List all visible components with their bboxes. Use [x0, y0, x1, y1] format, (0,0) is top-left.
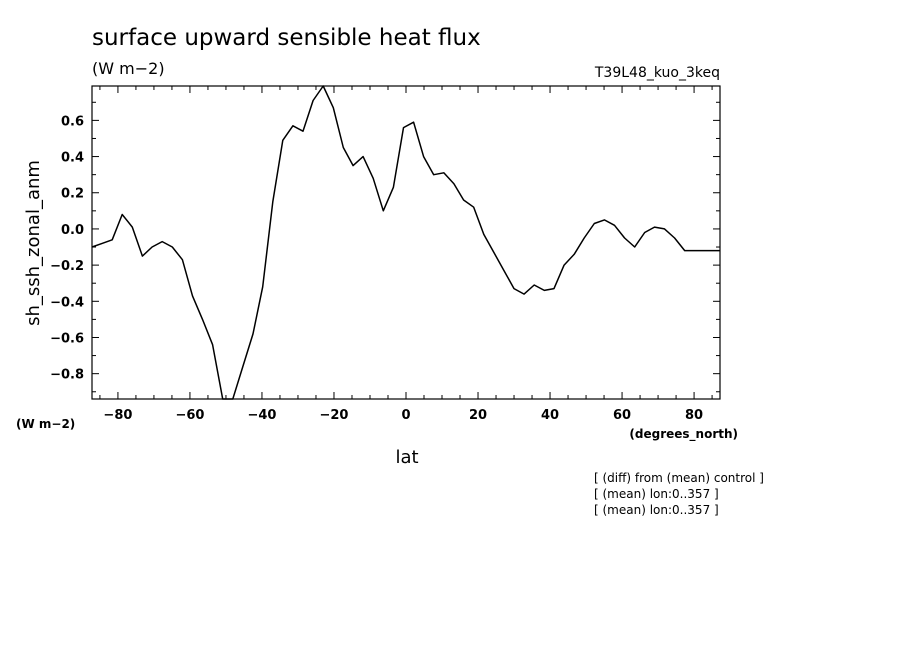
x-tick-label: −80: [103, 408, 132, 423]
x-tick-label: −40: [247, 408, 276, 423]
note-line: [ (mean) lon:0..357 ]: [594, 503, 719, 517]
y-tick-label: 0.0: [61, 223, 84, 238]
y-tick-label: 0.2: [61, 187, 84, 202]
chart-title: surface upward sensible heat flux: [92, 25, 481, 51]
y-tick-label: 0.4: [61, 151, 84, 166]
x-axis-label: lat: [395, 447, 418, 468]
y-tick-label: −0.4: [50, 295, 84, 310]
plot-frame: [91, 85, 721, 400]
note-line: [ (mean) lon:0..357 ]: [594, 487, 719, 501]
x-units-label: (degrees_north): [629, 427, 738, 442]
y-tick-label: −0.6: [50, 331, 84, 346]
run-label: T39L48_kuo_3keq: [594, 65, 720, 81]
x-tick-label: 20: [469, 408, 487, 423]
series-layer: [91, 85, 720, 400]
x-tick-label: 40: [541, 408, 559, 423]
y-tick-label: −0.2: [50, 259, 84, 274]
series-line: [91, 85, 720, 400]
x-tick-label: 0: [401, 408, 410, 423]
x-tick-label: 80: [685, 408, 703, 423]
x-tick-label: 60: [613, 408, 631, 423]
y-units-label: (W m−2): [16, 417, 75, 431]
y-axis-label: sh_ssh_zonal_anm: [23, 160, 44, 326]
x-axis-ticks: −80 −60 −40 −20 0 20 40 60 80: [99, 86, 713, 423]
y-tick-label: −0.8: [50, 368, 84, 383]
x-tick-label: −20: [319, 408, 348, 423]
units-label: (W m−2): [92, 59, 165, 78]
y-tick-label: 0.6: [61, 114, 84, 129]
note-line: [ (diff) from (mean) control ]: [594, 471, 764, 485]
x-tick-label: −60: [175, 408, 204, 423]
y-axis-ticks: −0.8 −0.6 −0.4 −0.2 0.0 0.2 0.4 0.6: [50, 101, 720, 393]
